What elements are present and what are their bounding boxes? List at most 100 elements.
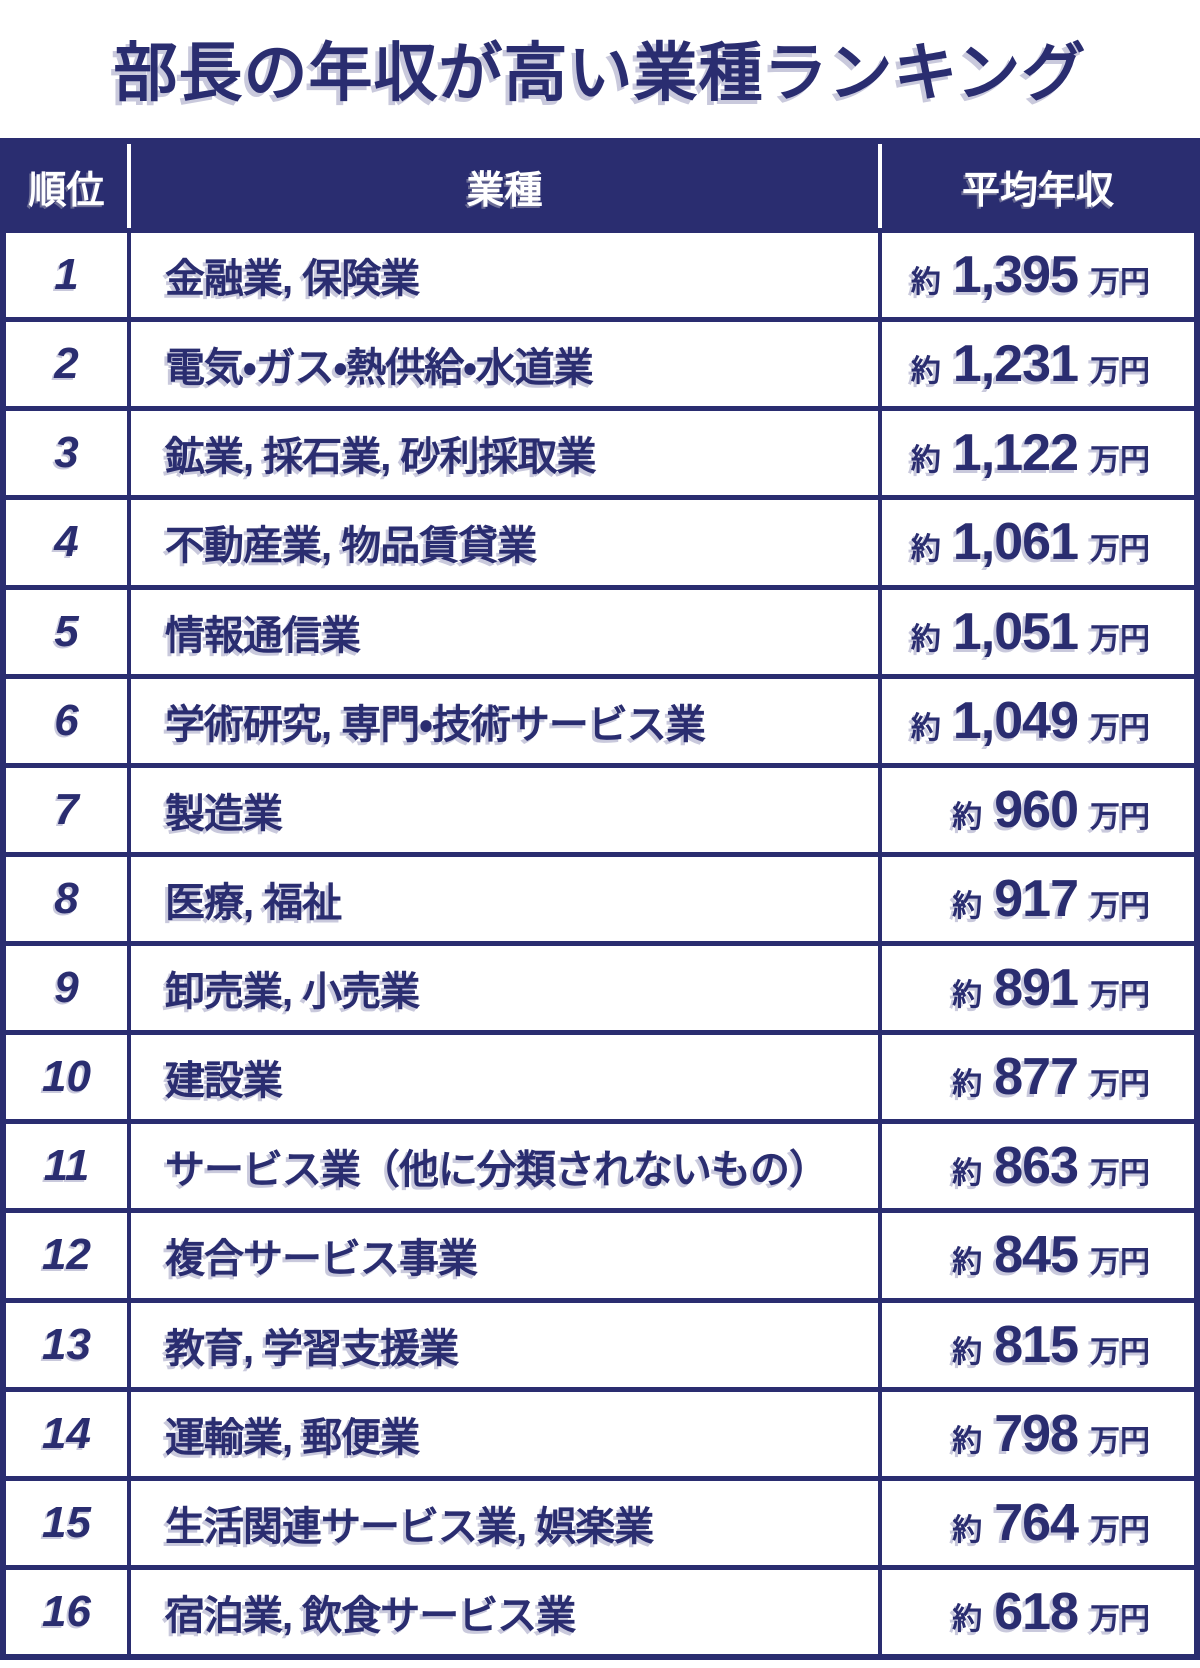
salary-unit-label: 万円 bbox=[1090, 355, 1150, 389]
salary-unit-label: 万円 bbox=[1090, 1424, 1150, 1458]
salary-cell: 約 798 万円 bbox=[882, 1392, 1194, 1476]
rank-cell: 9 bbox=[6, 946, 127, 1030]
table-row: 16 宿泊業, 飲食サービス業 約 618 万円 bbox=[6, 1564, 1194, 1654]
salary-amount: 798 bbox=[994, 1404, 1079, 1463]
salary-amount: 917 bbox=[994, 869, 1079, 928]
salary-value: 約 960 万円 bbox=[952, 780, 1150, 840]
table-row: 8 医療, 福祉 約 917 万円 bbox=[6, 851, 1194, 941]
industry-name: 鉱業, 採石業, 砂利採取業 bbox=[165, 435, 596, 480]
salary-approx-label: 約 bbox=[910, 622, 941, 656]
salary-amount: 1,395 bbox=[952, 246, 1079, 305]
rank-cell: 11 bbox=[6, 1124, 127, 1208]
salary-value: 約 1,049 万円 bbox=[911, 691, 1150, 751]
salary-cell: 約 618 万円 bbox=[882, 1570, 1194, 1654]
industry-name: 電気・ガス・熱供給・水道業 bbox=[165, 346, 594, 391]
salary-amount: 1,231 bbox=[952, 335, 1079, 394]
salary-value: 約 1,231 万円 bbox=[911, 334, 1150, 394]
rank-number: 6 bbox=[54, 695, 79, 745]
rank-number: 12 bbox=[42, 1230, 91, 1280]
salary-cell: 約 845 万円 bbox=[882, 1213, 1194, 1297]
salary-amount: 1,051 bbox=[952, 602, 1079, 661]
rank-cell: 1 bbox=[6, 233, 127, 317]
rank-number: 9 bbox=[54, 963, 79, 1013]
table-row: 10 建設業 約 877 万円 bbox=[6, 1030, 1194, 1120]
table-row: 5 情報通信業 約 1,051 万円 bbox=[6, 584, 1194, 674]
salary-unit-label: 万円 bbox=[1090, 1157, 1150, 1191]
rank-number: 13 bbox=[42, 1319, 91, 1369]
rank-cell: 2 bbox=[6, 322, 127, 406]
industry-cell: 学術研究, 専門・技術サービス業 bbox=[127, 678, 882, 763]
table-row: 2 電気・ガス・熱供給・水道業 約 1,231 万円 bbox=[6, 317, 1194, 407]
salary-amount: 764 bbox=[994, 1493, 1079, 1552]
salary-unit-label: 万円 bbox=[1090, 1602, 1150, 1636]
salary-unit-label: 万円 bbox=[1090, 1246, 1150, 1280]
salary-value: 約 798 万円 bbox=[952, 1404, 1150, 1464]
rank-cell: 7 bbox=[6, 768, 127, 852]
industry-cell: 医療, 福祉 bbox=[127, 856, 882, 941]
rank-cell: 13 bbox=[6, 1303, 127, 1387]
industry-cell: 教育, 学習支援業 bbox=[127, 1302, 882, 1387]
industry-name: 教育, 学習支援業 bbox=[165, 1326, 459, 1371]
salary-approx-label: 約 bbox=[952, 1068, 983, 1102]
industry-name: 学術研究, 専門・技術サービス業 bbox=[165, 702, 706, 747]
industry-cell: 製造業 bbox=[127, 767, 882, 852]
industry-name: 不動産業, 物品賃貸業 bbox=[165, 524, 537, 569]
salary-cell: 約 1,395 万円 bbox=[882, 233, 1194, 317]
salary-approx-label: 約 bbox=[952, 1157, 983, 1191]
industry-cell: 宿泊業, 飲食サービス業 bbox=[127, 1569, 882, 1654]
header-label-salary: 平均年収 bbox=[961, 169, 1114, 212]
rank-cell: 16 bbox=[6, 1570, 127, 1654]
salary-approx-label: 約 bbox=[910, 355, 941, 389]
header-label-industry: 業種 bbox=[466, 169, 543, 212]
rank-number: 14 bbox=[42, 1408, 91, 1458]
industry-cell: 生活関連サービス業, 娯楽業 bbox=[127, 1480, 882, 1565]
table-row: 3 鉱業, 採石業, 砂利採取業 約 1,122 万円 bbox=[6, 406, 1194, 496]
salary-cell: 約 764 万円 bbox=[882, 1481, 1194, 1565]
salary-value: 約 845 万円 bbox=[952, 1225, 1150, 1285]
salary-amount: 618 bbox=[994, 1582, 1079, 1641]
rank-number: 4 bbox=[54, 517, 79, 567]
rank-cell: 6 bbox=[6, 679, 127, 763]
salary-amount: 960 bbox=[994, 780, 1079, 839]
table-row: 4 不動産業, 物品賃貸業 約 1,061 万円 bbox=[6, 495, 1194, 585]
salary-value: 約 877 万円 bbox=[952, 1047, 1150, 1107]
salary-cell: 約 891 万円 bbox=[882, 946, 1194, 1030]
industry-cell: 電気・ガス・熱供給・水道業 bbox=[127, 322, 882, 407]
salary-value: 約 1,061 万円 bbox=[911, 512, 1150, 572]
salary-value: 約 863 万円 bbox=[952, 1136, 1150, 1196]
salary-cell: 約 863 万円 bbox=[882, 1124, 1194, 1208]
salary-cell: 約 1,051 万円 bbox=[882, 590, 1194, 674]
salary-value: 約 815 万円 bbox=[952, 1315, 1150, 1375]
rank-cell: 3 bbox=[6, 411, 127, 495]
industry-cell: 鉱業, 採石業, 砂利採取業 bbox=[127, 411, 882, 496]
industry-cell: 金融業, 保険業 bbox=[127, 233, 882, 318]
salary-approx-label: 約 bbox=[952, 1513, 983, 1547]
industry-name: 情報通信業 bbox=[165, 613, 361, 658]
rank-number: 15 bbox=[42, 1497, 91, 1547]
industry-name: 製造業 bbox=[165, 791, 283, 836]
salary-approx-label: 約 bbox=[952, 800, 983, 834]
salary-unit-label: 万円 bbox=[1090, 444, 1150, 478]
salary-cell: 約 815 万円 bbox=[882, 1303, 1194, 1387]
salary-value: 約 1,122 万円 bbox=[911, 423, 1150, 483]
salary-unit-label: 万円 bbox=[1090, 622, 1150, 656]
salary-approx-label: 約 bbox=[952, 889, 983, 923]
table-row: 1 金融業, 保険業 約 1,395 万円 bbox=[6, 228, 1194, 318]
table-row: 11 サービス業（他に分類されないもの） 約 863 万円 bbox=[6, 1119, 1194, 1209]
table-row: 12 複合サービス事業 約 845 万円 bbox=[6, 1208, 1194, 1298]
header-label-rank: 順位 bbox=[28, 169, 105, 212]
rank-cell: 12 bbox=[6, 1213, 127, 1297]
rank-number: 11 bbox=[43, 1141, 90, 1191]
table-row: 14 運輸業, 郵便業 約 798 万円 bbox=[6, 1386, 1194, 1476]
table-row: 6 学術研究, 専門・技術サービス業 約 1,049 万円 bbox=[6, 673, 1194, 763]
industry-name: 金融業, 保険業 bbox=[165, 257, 420, 302]
salary-value: 約 764 万円 bbox=[952, 1493, 1150, 1553]
header-cell-rank: 順位 bbox=[6, 144, 127, 228]
industry-cell: 情報通信業 bbox=[127, 589, 882, 674]
rank-cell: 4 bbox=[6, 500, 127, 584]
industry-name: 生活関連サービス業, 娯楽業 bbox=[165, 1504, 654, 1549]
salary-unit-label: 万円 bbox=[1090, 266, 1150, 300]
page-title: 部長の年収が高い業種ランキング bbox=[113, 37, 1087, 109]
salary-cell: 約 1,061 万円 bbox=[882, 500, 1194, 584]
salary-cell: 約 960 万円 bbox=[882, 768, 1194, 852]
